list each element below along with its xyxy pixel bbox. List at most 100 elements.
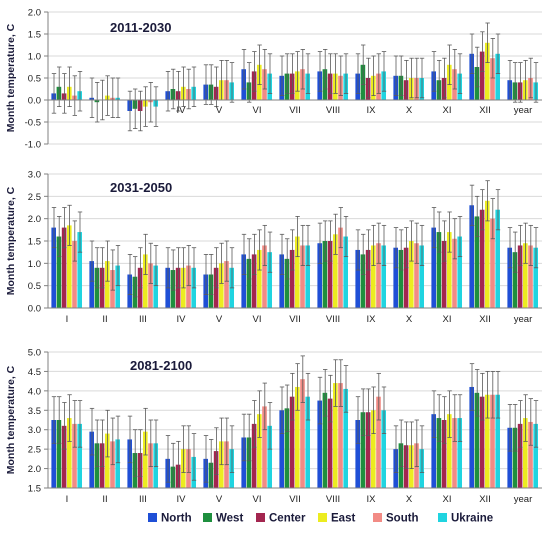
x-tick-label: V: [216, 494, 223, 505]
x-tick-label: VI: [253, 494, 262, 505]
chart-title: 2081-2100: [130, 358, 192, 373]
bar-north: [469, 386, 474, 488]
bar-south: [300, 245, 305, 308]
y-tick-label: 2.5: [28, 192, 41, 203]
y-tick-label: -0.5: [25, 118, 41, 129]
y-tick-label: 1.0: [28, 259, 41, 270]
bar-south: [528, 245, 533, 308]
bar-center: [517, 245, 523, 308]
x-tick-label: VII: [289, 314, 301, 325]
x-tick-label: VI: [253, 105, 262, 116]
bar-center: [403, 247, 409, 308]
y-tick-label: 3.0: [28, 170, 41, 181]
bar-ukraine: [305, 396, 310, 488]
bar-north: [241, 437, 246, 488]
bar-ukraine: [495, 394, 500, 488]
x-tick-label: XI: [443, 494, 452, 505]
bar-south: [224, 261, 229, 308]
bar-center: [327, 241, 333, 308]
y-tick-label: 2.5: [28, 445, 41, 456]
y-tick-label: 2.0: [28, 8, 41, 19]
x-tick-label: IV: [177, 314, 187, 325]
bar-center: [289, 396, 295, 488]
x-tick-label: VIII: [326, 494, 340, 505]
y-tick-label: 0.0: [28, 96, 41, 107]
bar-center: [61, 425, 67, 488]
bar-ukraine: [153, 265, 158, 308]
bar-east: [371, 410, 376, 488]
bar-south: [262, 245, 267, 308]
y-tick-label: 0.5: [28, 281, 41, 292]
legend-swatch-center: [256, 513, 265, 522]
bar-north: [51, 227, 56, 308]
y-tick-label: -1.0: [25, 140, 41, 151]
x-tick-label: year: [514, 105, 532, 116]
x-tick-label: year: [514, 494, 532, 505]
bar-north: [89, 261, 94, 308]
bar-center: [479, 209, 485, 308]
y-tick-label: 4.0: [28, 386, 41, 397]
bar-ukraine: [533, 423, 538, 488]
legend-swatch-north: [148, 513, 157, 522]
bar-west: [474, 392, 480, 488]
legend: North West Center East South Ukraine: [148, 513, 493, 525]
bar-east: [143, 431, 148, 488]
legend-swatch-ukraine: [438, 513, 447, 522]
bar-north: [317, 243, 322, 308]
bar-ukraine: [343, 388, 348, 488]
y-tick-label: 1.5: [28, 30, 41, 41]
x-tick-label: XII: [479, 314, 491, 325]
x-tick-label: V: [216, 314, 223, 325]
bar-south: [376, 243, 381, 308]
bar-north: [51, 420, 56, 488]
legend-swatch-east: [318, 513, 327, 522]
x-tick-label: II: [102, 314, 107, 325]
bar-south: [490, 394, 495, 488]
bar-north: [469, 205, 474, 308]
y-tick-label: 1.5: [28, 237, 41, 248]
bar-south: [148, 263, 153, 308]
bar-north: [89, 431, 94, 488]
bar-south: [262, 406, 267, 488]
bar-south: [186, 265, 191, 308]
bar-ukraine: [77, 423, 82, 488]
bar-north: [469, 53, 474, 100]
legend-label-ukraine: Ukraine: [451, 513, 493, 525]
y-tick-label: 4.5: [28, 367, 41, 378]
x-tick-label: X: [406, 494, 413, 505]
bar-center: [61, 227, 67, 308]
bar-east: [447, 232, 452, 308]
bar-center: [365, 412, 371, 488]
y-axis-label: Month temperature, C: [5, 365, 17, 474]
bar-ukraine: [115, 439, 120, 488]
bar-west: [436, 418, 442, 488]
bar-north: [431, 414, 436, 488]
y-axis-label: Month temperature, C: [5, 186, 17, 295]
bar-south: [300, 379, 305, 488]
bar-ukraine: [457, 236, 462, 308]
bar-east: [333, 234, 338, 308]
x-tick-label: XII: [479, 105, 491, 116]
bar-east: [485, 42, 490, 100]
bar-south: [338, 383, 343, 488]
legend-swatch-west: [203, 513, 212, 522]
bar-ukraine: [495, 53, 500, 100]
bar-west: [360, 412, 366, 488]
bar-east: [295, 236, 300, 308]
x-tick-label: IX: [367, 314, 377, 325]
bar-west: [284, 258, 290, 308]
bar-east: [485, 200, 490, 308]
bar-south: [528, 421, 533, 488]
chart-panel-1: -1.0 -0.5 0.0 0.5 1.0 1.5 2.0 IV V VI VII VIII IX X XI…: [5, 8, 542, 151]
bar-north: [355, 420, 360, 488]
legend-label-west: West: [216, 513, 243, 525]
bar-east: [523, 243, 528, 308]
bar-north: [355, 249, 360, 308]
x-tick-label: VI: [253, 314, 262, 325]
bar-north: [279, 410, 284, 488]
bar-west: [284, 408, 290, 488]
bar-north: [507, 247, 512, 308]
y-tick-label: 2.0: [28, 464, 41, 475]
bar-north: [317, 400, 322, 488]
